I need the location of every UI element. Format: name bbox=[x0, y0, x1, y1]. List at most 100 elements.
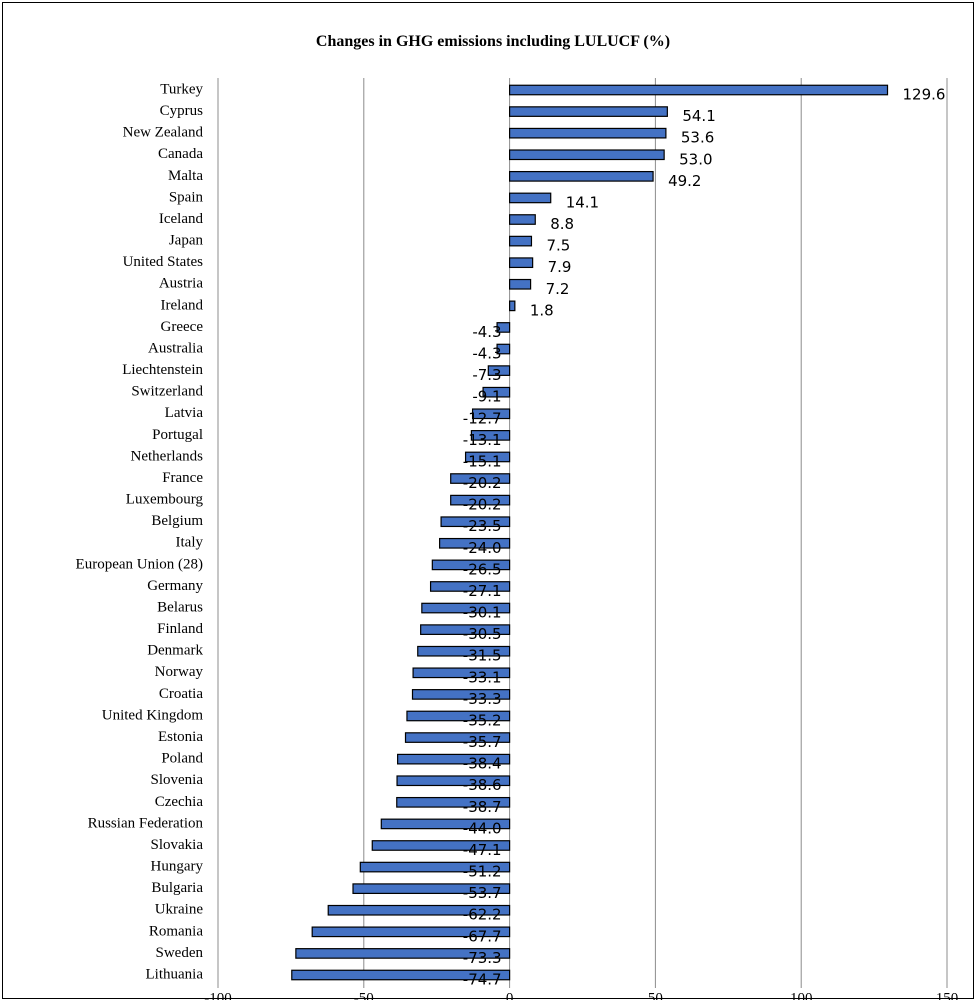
category-label: Hungary bbox=[151, 859, 204, 875]
bar bbox=[440, 516, 511, 528]
bar bbox=[509, 84, 889, 96]
bar bbox=[396, 796, 511, 808]
x-tick-label: 100 bbox=[790, 991, 813, 1000]
category-label: United Kingdom bbox=[102, 707, 204, 723]
category-label: Ireland bbox=[161, 297, 204, 313]
data-label: 1.8 bbox=[530, 301, 554, 319]
category-label: Finland bbox=[157, 621, 203, 637]
data-label: -33.1 bbox=[463, 668, 502, 686]
category-label: Switzerland bbox=[131, 384, 203, 400]
category-label: Estonia bbox=[158, 729, 203, 745]
category-labels: Turkey Cyprus New Zealand Canada Malta Spain I… bbox=[76, 81, 204, 982]
category-label: Cyprus bbox=[160, 103, 204, 119]
data-label: 129.6 bbox=[903, 86, 946, 104]
category-label: Croatia bbox=[159, 686, 203, 702]
data-label: -20.2 bbox=[463, 474, 502, 492]
bar bbox=[509, 214, 536, 225]
category-label: Norway bbox=[155, 664, 204, 680]
category-label: Germany bbox=[147, 578, 203, 594]
data-label: -15.1 bbox=[463, 452, 502, 470]
bar bbox=[421, 602, 511, 614]
category-label: Latvia bbox=[165, 405, 204, 421]
category-label: Belgium bbox=[151, 513, 203, 529]
data-label: -67.7 bbox=[463, 927, 502, 945]
category-label: France bbox=[162, 470, 203, 486]
data-label: -4.3 bbox=[472, 345, 501, 363]
x-tick-labels: -100 -50 0 50 100 150 bbox=[204, 991, 958, 1000]
bar bbox=[429, 581, 511, 592]
category-label: Belarus bbox=[157, 599, 203, 615]
category-label: Czechia bbox=[155, 794, 204, 810]
x-tick-label: 50 bbox=[648, 991, 663, 1000]
data-label: -9.1 bbox=[472, 388, 501, 406]
category-label: Spain bbox=[169, 189, 204, 205]
bar bbox=[327, 904, 511, 916]
bar bbox=[295, 948, 511, 959]
data-label: -13.1 bbox=[463, 431, 502, 449]
bar bbox=[509, 149, 665, 161]
category-label: Portugal bbox=[152, 427, 203, 443]
bar bbox=[291, 969, 511, 981]
data-label: -33.3 bbox=[463, 690, 502, 708]
category-label: Turkey bbox=[160, 81, 203, 97]
bar bbox=[496, 343, 511, 355]
category-label: Bulgaria bbox=[151, 880, 203, 896]
data-label: -73.3 bbox=[463, 949, 502, 967]
data-label: 8.8 bbox=[550, 215, 574, 233]
bar bbox=[509, 300, 516, 312]
bar bbox=[509, 278, 532, 290]
category-label: European Union (28) bbox=[76, 556, 203, 572]
data-label: -38.4 bbox=[463, 755, 502, 773]
data-label: -24.0 bbox=[463, 539, 502, 557]
data-label: 14.1 bbox=[566, 193, 599, 211]
bar bbox=[412, 667, 511, 679]
category-label: Netherlands bbox=[131, 448, 204, 464]
bar bbox=[404, 732, 511, 743]
category-label: Japan bbox=[169, 233, 204, 249]
x-tick-label: -50 bbox=[354, 991, 374, 1000]
bar bbox=[509, 192, 552, 204]
bar bbox=[359, 861, 511, 873]
bar bbox=[482, 386, 511, 398]
bar bbox=[509, 257, 534, 269]
bar bbox=[450, 473, 511, 484]
category-label: United States bbox=[123, 254, 204, 270]
bar bbox=[380, 818, 511, 830]
data-label: -35.2 bbox=[463, 711, 502, 729]
bar bbox=[406, 710, 511, 722]
data-label: -74.7 bbox=[463, 971, 502, 989]
category-label: Sweden bbox=[156, 945, 204, 961]
data-label: -7.3 bbox=[472, 366, 501, 384]
category-label: Russian Federation bbox=[88, 815, 204, 831]
bar bbox=[439, 537, 511, 549]
data-label: -31.5 bbox=[463, 647, 502, 665]
bar bbox=[311, 926, 511, 938]
data-label: 53.0 bbox=[679, 150, 712, 168]
x-tick-label: -100 bbox=[204, 991, 232, 1000]
bars bbox=[291, 84, 889, 981]
bar bbox=[352, 883, 511, 895]
data-label: -35.7 bbox=[463, 733, 502, 751]
category-label: Liechtenstein bbox=[122, 362, 203, 378]
category-label: Slovakia bbox=[151, 837, 204, 853]
category-label: Denmark bbox=[147, 643, 203, 659]
data-label: -12.7 bbox=[463, 409, 502, 427]
category-label: Australia bbox=[148, 340, 203, 356]
data-label: 7.2 bbox=[546, 280, 570, 298]
data-label: 49.2 bbox=[668, 172, 701, 190]
x-tick-label: 0 bbox=[506, 991, 514, 1000]
category-label: New Zealand bbox=[123, 125, 204, 141]
bar bbox=[509, 127, 667, 139]
data-label: -20.2 bbox=[463, 496, 502, 514]
category-label: Romania bbox=[149, 923, 203, 939]
gridlines bbox=[217, 78, 948, 988]
bar bbox=[470, 430, 511, 441]
category-label: Ukraine bbox=[155, 902, 204, 918]
data-label: -38.7 bbox=[463, 798, 502, 816]
data-label: -27.1 bbox=[463, 582, 502, 600]
data-label: -30.5 bbox=[463, 625, 502, 643]
bar bbox=[496, 322, 511, 333]
bar bbox=[450, 494, 511, 506]
category-label: Austria bbox=[159, 276, 204, 292]
